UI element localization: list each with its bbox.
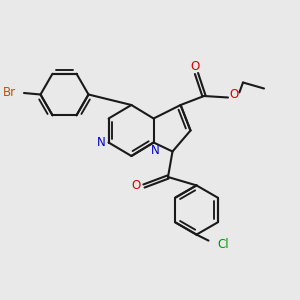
- Text: N: N: [151, 143, 160, 157]
- Text: O: O: [132, 179, 141, 192]
- Text: O: O: [190, 60, 200, 74]
- Text: Cl: Cl: [218, 238, 229, 251]
- Text: Br: Br: [2, 85, 16, 99]
- Text: N: N: [97, 136, 106, 149]
- Text: O: O: [230, 88, 238, 101]
